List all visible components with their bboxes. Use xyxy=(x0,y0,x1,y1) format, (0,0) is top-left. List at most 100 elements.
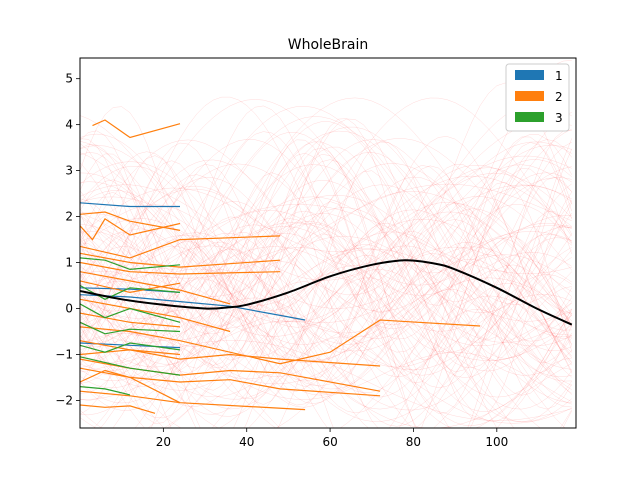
background-curve xyxy=(80,82,573,336)
series-line-group-2 xyxy=(80,271,231,305)
background-curve xyxy=(80,175,572,307)
background-curve xyxy=(80,242,572,387)
background-curve xyxy=(80,164,573,363)
background-curve xyxy=(80,227,572,408)
background-curve xyxy=(150,232,573,428)
background-curve xyxy=(80,172,572,339)
background-curve xyxy=(80,142,573,410)
y-tick-label: 5 xyxy=(65,72,73,86)
legend-swatch-2 xyxy=(515,91,544,101)
series-line-group-3 xyxy=(80,284,181,300)
background-curve xyxy=(80,115,572,361)
background-curve xyxy=(80,277,573,428)
background-curve xyxy=(80,281,572,428)
background-curve xyxy=(80,223,572,337)
background-curve xyxy=(80,270,572,428)
series-line-group-2 xyxy=(80,390,306,411)
background-curve xyxy=(80,224,572,428)
background-curve xyxy=(80,235,572,411)
background-curve xyxy=(80,164,572,296)
series-line-group-3 xyxy=(80,321,181,335)
background-curve xyxy=(80,211,573,400)
y-tick-label: 4 xyxy=(65,118,73,132)
background-curve xyxy=(100,237,572,428)
background-curve xyxy=(80,136,572,392)
background-curve xyxy=(80,191,572,297)
background-curve xyxy=(80,140,573,323)
background-curve xyxy=(80,155,572,252)
background-curve xyxy=(80,138,572,368)
y-tick-label: 3 xyxy=(65,164,73,178)
background-curve xyxy=(80,254,572,385)
background-curve xyxy=(80,269,515,428)
chart-title: WholeBrain xyxy=(288,37,369,53)
background-curve xyxy=(80,332,572,403)
background-curve xyxy=(80,226,572,410)
series-line-group-2 xyxy=(80,261,281,275)
background-curve xyxy=(147,207,541,428)
background-curve xyxy=(80,208,573,408)
background-curve xyxy=(80,141,573,366)
background-curve xyxy=(80,274,572,383)
background-curve xyxy=(80,133,572,396)
background-curve xyxy=(80,161,572,345)
background-curve xyxy=(80,97,573,328)
background-curve xyxy=(80,121,572,323)
background-curve xyxy=(80,97,572,363)
series-line-group-1 xyxy=(80,202,180,208)
background-curve xyxy=(80,204,572,352)
background-curve xyxy=(80,138,573,384)
y-tick-label: −1 xyxy=(55,347,73,361)
series-line-group-3 xyxy=(80,356,181,376)
background-curve xyxy=(80,172,572,364)
background-curve xyxy=(93,224,573,428)
series-line-group-2 xyxy=(80,218,181,241)
x-tick-label: 60 xyxy=(322,435,337,449)
background-curve xyxy=(80,106,572,373)
background-curve xyxy=(80,145,573,328)
mean-curve-layer xyxy=(80,259,573,326)
series-line-group-2 xyxy=(80,367,181,404)
background-curve xyxy=(80,172,573,428)
background-curve xyxy=(80,116,572,377)
background-curve xyxy=(80,136,573,374)
series-line-group-2 xyxy=(80,235,281,259)
mean-curve xyxy=(80,259,573,326)
x-axis: 20 40 60 80 100 xyxy=(156,428,508,449)
series-line-group-3 xyxy=(80,257,181,271)
background-curve xyxy=(80,99,573,313)
background-curve xyxy=(80,184,572,281)
plot-frame xyxy=(79,57,577,429)
series-line-group-2 xyxy=(80,369,381,397)
background-curve xyxy=(134,233,573,428)
series-line-group-1 xyxy=(80,294,306,321)
y-tick-label: −2 xyxy=(55,393,73,407)
legend-swatch-1 xyxy=(515,70,544,80)
background-curve xyxy=(80,231,573,422)
series-line-group-2 xyxy=(80,280,181,294)
background-curve xyxy=(80,196,572,348)
background-curve xyxy=(80,218,572,422)
background-curve xyxy=(80,166,572,312)
background-curve xyxy=(80,320,572,424)
series-line-group-2 xyxy=(80,404,156,414)
background-curve xyxy=(80,102,572,266)
background-curve xyxy=(80,121,573,382)
legend: 1 2 3 xyxy=(505,63,570,132)
background-curve xyxy=(80,223,573,404)
background-curve xyxy=(80,141,572,308)
background-curve xyxy=(80,196,572,377)
series-lines xyxy=(80,119,481,414)
series-line-group-3 xyxy=(80,386,131,396)
background-curve xyxy=(80,254,572,334)
background-curve xyxy=(80,231,572,391)
legend-label-2: 2 xyxy=(555,90,563,104)
background-curve xyxy=(80,212,572,323)
background-curve xyxy=(80,126,572,352)
x-tick-label: 100 xyxy=(485,435,508,449)
background-curve xyxy=(80,141,572,345)
background-curve xyxy=(80,194,572,370)
background-curve xyxy=(80,244,573,423)
series-line-group-2 xyxy=(80,211,181,231)
